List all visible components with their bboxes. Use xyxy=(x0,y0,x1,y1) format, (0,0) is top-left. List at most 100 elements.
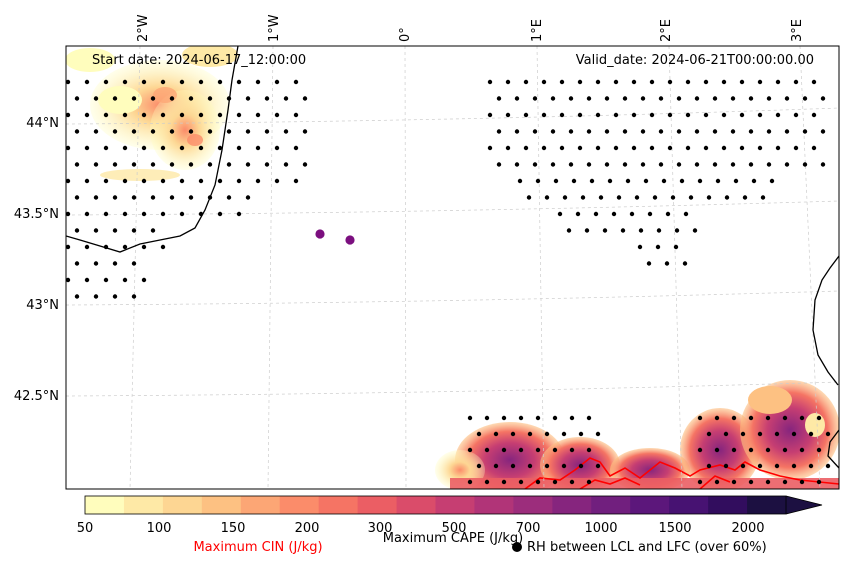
rh-dot xyxy=(757,112,763,118)
rh-dot xyxy=(526,195,532,200)
rh-dot xyxy=(580,195,586,200)
rh-dot xyxy=(646,261,652,266)
rh-dot xyxy=(799,447,805,453)
rh-dot xyxy=(302,96,308,101)
rh-dot xyxy=(816,447,822,453)
rh-dot xyxy=(198,178,204,184)
rh-dot xyxy=(236,211,242,217)
rh-dot xyxy=(66,178,71,184)
rh-dot xyxy=(793,112,799,118)
rh-dot xyxy=(568,96,574,101)
rh-dot xyxy=(141,277,147,283)
rh-dot xyxy=(629,211,635,217)
rh-dot xyxy=(532,162,538,167)
rh-dot xyxy=(721,145,727,151)
rh-dot xyxy=(496,96,502,101)
valid-date: Valid_date: 2024-06-21T00:00:00.00 xyxy=(576,53,814,68)
rh-dot xyxy=(784,129,790,134)
rh-dot xyxy=(714,447,720,453)
rh-dot xyxy=(578,431,584,437)
rh-dot xyxy=(820,96,826,101)
rh-dot xyxy=(697,447,703,453)
rh-dot xyxy=(559,145,565,151)
rh-dot xyxy=(103,79,109,85)
rh-dot xyxy=(245,96,251,101)
lon-label-0: 0° xyxy=(398,27,413,42)
rh-dot xyxy=(694,96,700,101)
rh-dot xyxy=(150,129,156,134)
rh-dot xyxy=(236,178,242,184)
rh-dot xyxy=(784,96,790,101)
rh-dot xyxy=(274,79,280,85)
rh-dot xyxy=(791,463,797,469)
rh-dot xyxy=(673,244,679,250)
rh-dot xyxy=(302,129,308,134)
rh-dot xyxy=(198,145,204,151)
rh-dot xyxy=(748,96,754,101)
rh-dot xyxy=(93,195,99,200)
rh-dot xyxy=(595,145,601,151)
rh-dot xyxy=(674,228,680,233)
rh-dot xyxy=(226,129,232,134)
rh-dot xyxy=(188,195,194,200)
rh-dot xyxy=(264,162,270,167)
rh-dot xyxy=(517,178,523,184)
rh-dot xyxy=(535,415,541,421)
rh-dot xyxy=(66,145,71,151)
rh-dot xyxy=(293,145,299,151)
lat-label-44: 44°N xyxy=(26,116,59,131)
rh-dot xyxy=(774,463,780,469)
rh-dot xyxy=(799,415,805,421)
rh-dot xyxy=(141,178,147,184)
rh-dot xyxy=(748,415,754,421)
cbar-tick-150: 150 xyxy=(221,521,246,536)
rh-dot xyxy=(179,112,185,118)
rh-dot xyxy=(811,79,817,85)
rh-dot xyxy=(775,145,781,151)
rh-dot xyxy=(676,129,682,134)
rh-dot xyxy=(586,447,592,453)
rh-dot xyxy=(93,261,99,266)
rh-dot xyxy=(122,211,128,217)
rh-dot xyxy=(255,178,261,184)
rh-dot xyxy=(131,129,137,134)
rh-dot xyxy=(141,211,147,217)
rh-dot xyxy=(207,96,213,101)
rh-dot xyxy=(188,129,194,134)
rh-dot xyxy=(179,79,185,85)
cin-legend-label: Maximum CIN (J/kg) xyxy=(193,540,322,555)
rh-dot xyxy=(774,431,780,437)
rh-dot xyxy=(706,195,712,200)
rh-dot xyxy=(207,129,213,134)
rh-dot xyxy=(742,195,748,200)
rh-dot xyxy=(622,129,628,134)
lon-label-1e: 1°E xyxy=(530,19,545,42)
rh-dot xyxy=(150,162,156,167)
rh-dot xyxy=(808,463,814,469)
rh-dot xyxy=(122,112,128,118)
rh-dot xyxy=(593,211,599,217)
rh-dot xyxy=(553,178,559,184)
rh-dot xyxy=(523,112,529,118)
rh-dot xyxy=(604,96,610,101)
rh-dot xyxy=(649,79,655,85)
rh-dot xyxy=(66,112,71,118)
rh-dot xyxy=(703,112,709,118)
rh-dot xyxy=(658,96,664,101)
colorbar-cell xyxy=(591,496,631,514)
colorbar-ticks: 50 100 150 200 300 500 700 1000 1500 200… xyxy=(77,521,765,536)
rh-dot xyxy=(84,112,90,118)
rh-dot xyxy=(667,145,673,151)
rh-dot xyxy=(730,96,736,101)
rh-dot xyxy=(283,96,289,101)
rh-dot xyxy=(160,178,166,184)
rh-dot xyxy=(760,195,766,200)
rh-dot xyxy=(802,96,808,101)
rh-dot xyxy=(84,79,90,85)
rh-dot xyxy=(122,79,128,85)
rh-dot xyxy=(74,129,80,134)
lon-label-2e: 2°E xyxy=(659,19,674,42)
rh-dot xyxy=(595,112,601,118)
rh-dot xyxy=(255,79,261,85)
colorbar-arrow-frame xyxy=(785,495,823,515)
